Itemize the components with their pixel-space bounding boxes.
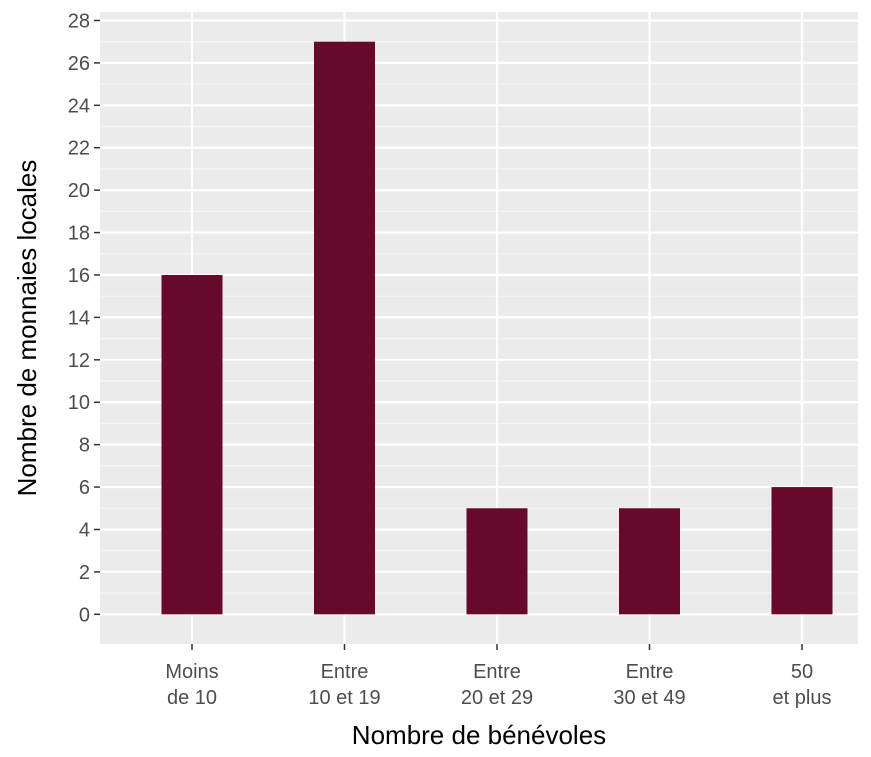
x-tick-label: Entre 10 et 19 — [308, 661, 380, 709]
y-tick-label: 20 — [68, 180, 90, 202]
y-tick-label: 10 — [68, 392, 90, 414]
x-tick-label-line: et plus — [773, 687, 832, 709]
y-tick-label: 2 — [79, 562, 90, 584]
x-tick-label-line: Entre — [321, 661, 369, 683]
y-tick-label: 0 — [79, 604, 90, 626]
y-tick-label: 22 — [68, 138, 90, 160]
y-tick-label: 4 — [79, 519, 90, 541]
y-tick-label: 26 — [68, 53, 90, 75]
x-tick-label-line: Entre — [473, 661, 521, 683]
y-tick-label: 12 — [68, 350, 90, 372]
x-tick-label-line: de 10 — [167, 687, 217, 709]
x-tick-label: Entre 30 et 49 — [613, 661, 685, 709]
y-tick-label: 6 — [79, 477, 90, 499]
y-tick-label: 18 — [68, 223, 90, 245]
bar — [771, 487, 833, 615]
bar — [161, 274, 223, 615]
x-tick-label-line: Entre — [626, 661, 674, 683]
bar — [619, 508, 680, 615]
x-tick-label-line: Moins — [165, 661, 218, 683]
x-tick-label-line: 10 et 19 — [308, 687, 380, 709]
x-tick-label-line: 50 — [791, 661, 813, 683]
x-axis-title: Nombre de bénévoles — [352, 720, 606, 750]
x-tick-label: Entre 20 et 29 — [461, 661, 533, 709]
x-tick-label-line: 20 et 29 — [461, 687, 533, 709]
y-axis-title: Nombre de monnaies locales — [12, 160, 42, 497]
y-tick-label: 28 — [68, 10, 90, 32]
y-tick-label: 16 — [68, 265, 90, 287]
bar — [466, 508, 528, 615]
y-tick-label: 24 — [68, 95, 90, 117]
bars-group — [161, 41, 833, 615]
x-tick-label-line: 30 et 49 — [613, 687, 685, 709]
y-tick-label: 14 — [68, 307, 90, 329]
x-tick-label: Moins de 10 — [165, 661, 218, 709]
x-tick-label: 50 et plus — [773, 661, 832, 709]
y-tick-label: 8 — [79, 435, 90, 457]
bar — [314, 41, 375, 615]
